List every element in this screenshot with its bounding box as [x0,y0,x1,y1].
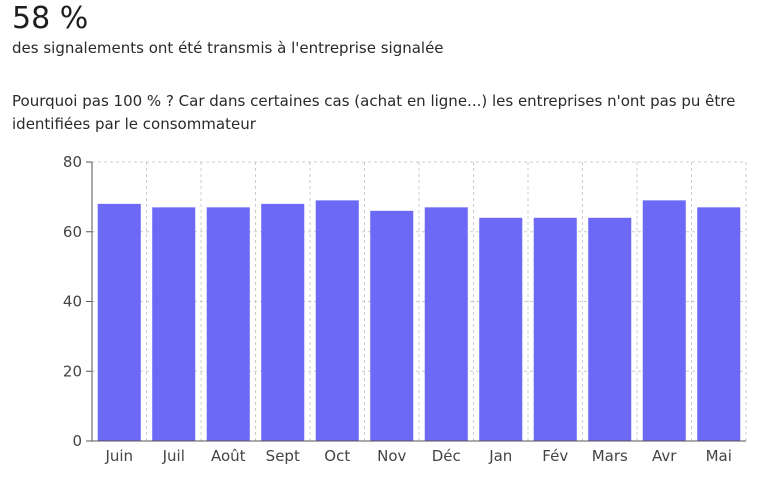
bar [479,217,523,441]
bar [424,207,468,441]
x-tick-label: Mars [592,447,628,465]
bar [697,207,741,441]
bar [533,217,577,441]
tick-labels: 0 20 40 60 80 Juin Juil Août Sept Oct Nov Déc Jan Fév… [63,153,732,465]
chart-note: Pourquoi pas 100 % ? Car dans certaines … [12,92,736,133]
x-tick-label: Juin [104,447,133,465]
bar [97,203,141,441]
x-tick-label: Sept [266,447,300,465]
x-tick-label: Juil [162,447,185,465]
x-tick-label: Mai [706,447,732,465]
kpi-caption: des signalements ont été transmis à l'en… [12,39,444,57]
axes [86,161,746,442]
bars [97,200,741,441]
y-tick-label: 80 [63,153,82,171]
y-tick-label: 60 [63,223,82,241]
x-tick-label: Jan [488,447,512,465]
bar [261,203,305,441]
x-tick-label: Août [211,447,246,465]
bar [315,200,359,441]
y-tick-label: 0 [72,432,82,450]
y-tick-label: 40 [63,293,82,311]
x-tick-label: Fév [542,447,568,465]
bar [152,207,196,441]
bar [370,210,414,441]
x-tick-label: Oct [324,447,350,465]
x-tick-label: Déc [432,447,461,465]
bar [206,207,250,441]
bar [588,217,632,441]
grid-lines [92,161,747,441]
x-tick-label: Nov [377,447,406,465]
x-tick-label: Avr [652,447,677,465]
bar [642,200,686,441]
y-tick-label: 20 [63,362,82,380]
kpi-value: 58 % [12,1,89,36]
